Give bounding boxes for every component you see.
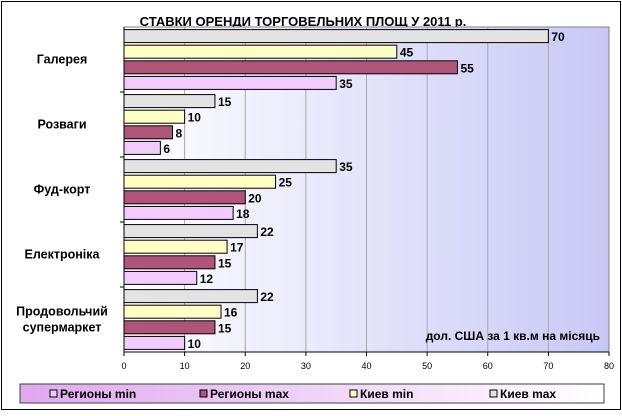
data-label: 22 [260, 225, 274, 239]
x-tick-label: 10 [180, 361, 190, 371]
bar [123, 190, 246, 205]
legend-label: Киев min [360, 387, 413, 401]
data-label: 25 [279, 176, 293, 190]
category-label: Галерея [37, 53, 87, 67]
data-label: 12 [200, 272, 214, 286]
bar [123, 270, 198, 285]
chart-title: СТАВКИ ОРЕНДИ ТОРГОВЕЛЬНИХ ПЛОЩ У 2011 р… [140, 14, 467, 29]
legend-label: Киев max [500, 387, 556, 401]
data-label: 45 [400, 46, 414, 60]
legend-swatch [49, 389, 58, 398]
bar [123, 29, 549, 44]
x-tick-label: 0 [121, 361, 126, 371]
bar [123, 60, 458, 75]
bar [123, 239, 228, 254]
units-annotation: дол. США за 1 кв.м на місяць [426, 329, 600, 343]
data-label: 15 [218, 256, 232, 270]
x-tick-label: 80 [604, 361, 614, 371]
x-tick-label: 40 [361, 361, 371, 371]
bar [123, 125, 173, 140]
bar [123, 255, 216, 270]
data-label: 10 [188, 111, 202, 125]
legend-label: Регионы min [60, 387, 136, 401]
bar [123, 224, 258, 239]
bar [123, 44, 398, 59]
category-label: Продовольчий [16, 305, 108, 319]
bar [123, 75, 337, 90]
bar [123, 289, 258, 304]
legend-swatch [349, 389, 358, 398]
legend-swatch [199, 389, 208, 398]
x-axis: 0 10 20 30 40 50 60 70 80 [120, 27, 614, 371]
bar [123, 140, 161, 155]
data-label: 8 [176, 126, 183, 140]
bar [123, 304, 222, 319]
data-label: 70 [551, 30, 565, 44]
x-tick-label: 70 [543, 361, 553, 371]
bar [123, 109, 186, 124]
data-label: 18 [236, 207, 250, 221]
data-label: 6 [163, 142, 170, 156]
bar [123, 159, 337, 174]
category-label: Фуд-корт [34, 183, 91, 197]
data-label: 35 [339, 77, 353, 91]
data-label: 10 [188, 337, 202, 351]
bars [123, 29, 549, 350]
bar [123, 94, 216, 109]
category-label: супермаркет [23, 321, 102, 335]
x-tick-label: 30 [301, 361, 311, 371]
data-label: 17 [230, 241, 244, 255]
x-tick-label: 50 [422, 361, 432, 371]
legend-box [19, 383, 605, 404]
data-label: 22 [260, 290, 274, 304]
data-label: 20 [248, 191, 262, 205]
bar [123, 205, 234, 220]
category-label: Електроніка [25, 248, 101, 262]
data-label: 15 [218, 321, 232, 335]
x-tick-label: 20 [240, 361, 250, 371]
data-label: 16 [224, 306, 238, 320]
data-label: 15 [218, 95, 232, 109]
data-label: 35 [339, 160, 353, 174]
bar [123, 320, 216, 335]
legend: Регионы min Регионы max Киев min Киев max [19, 383, 605, 404]
x-tick-label: 60 [483, 361, 493, 371]
bar [123, 174, 277, 189]
category-label: Розваги [37, 118, 86, 132]
legend-swatch [489, 389, 498, 398]
category-labels: Галерея Розваги Фуд-корт Електроніка Продово… [16, 53, 108, 335]
data-label: 55 [460, 61, 474, 75]
legend-label: Регионы max [210, 387, 289, 401]
bar [123, 335, 186, 350]
